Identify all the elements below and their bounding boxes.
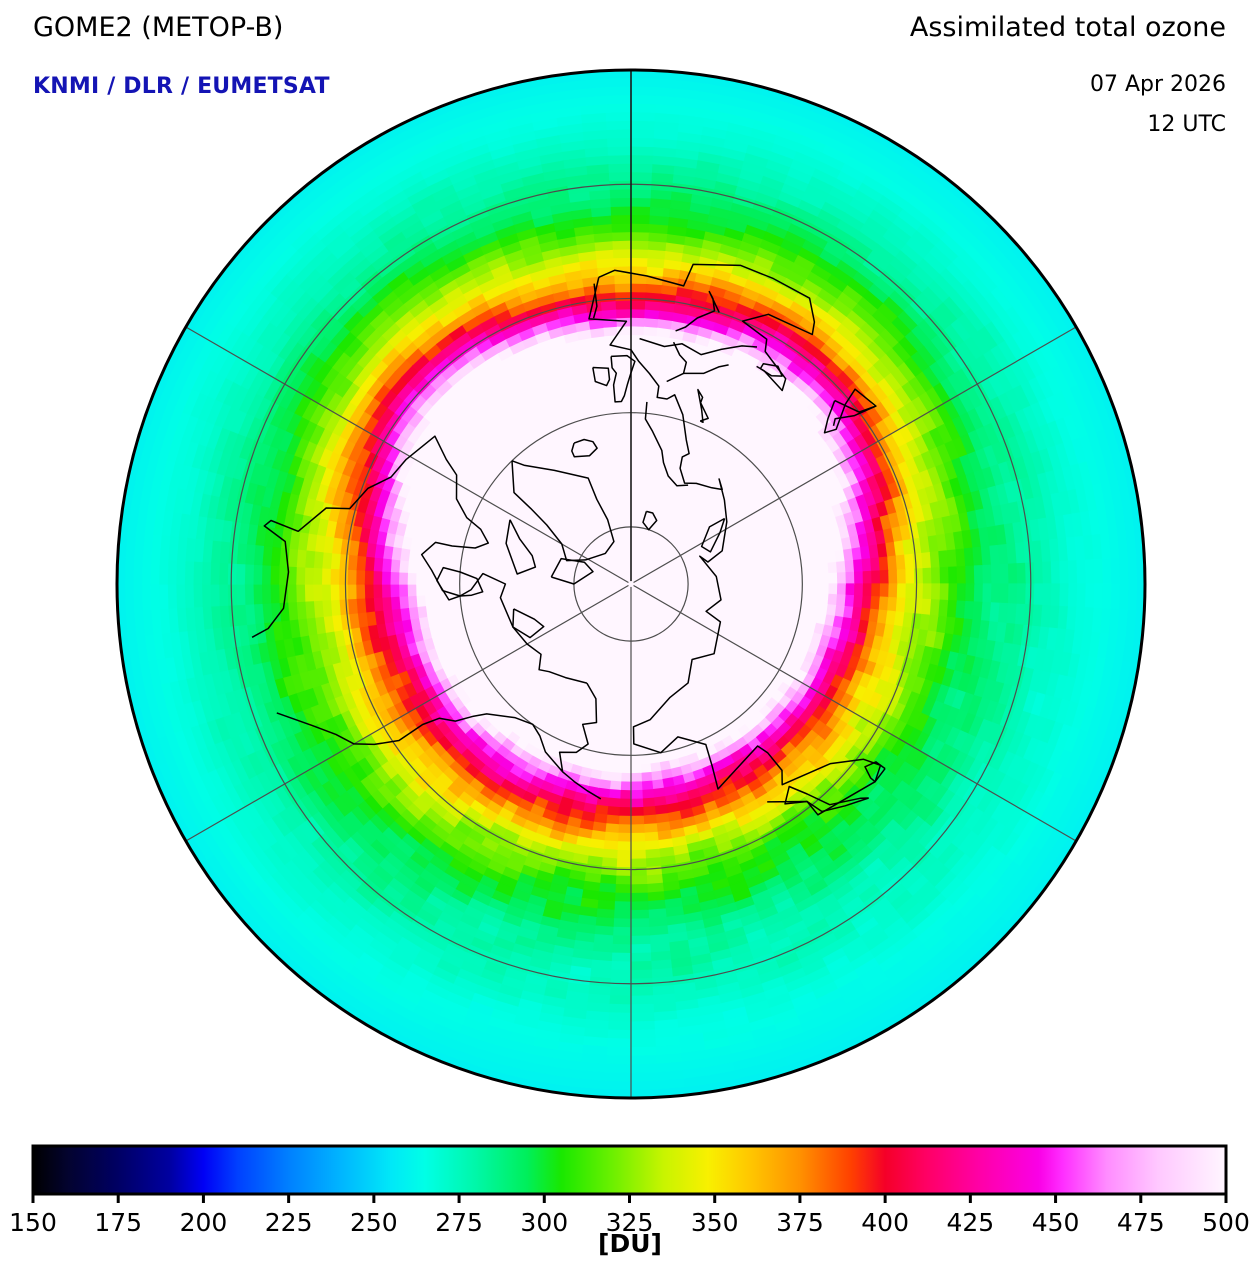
colorbar-tick-label: 225 <box>265 1208 313 1236</box>
coastline-segment <box>550 557 594 585</box>
colorbar-tick-label: 250 <box>350 1208 398 1236</box>
coastline-segment <box>700 517 726 553</box>
product-title: Assimilated total ozone <box>909 12 1226 43</box>
colorbar: 150 175 200 225 250 275 300 325 350 375 400 425 450 4… <box>0 1136 1260 1272</box>
colorbar-tick-label: 275 <box>435 1208 483 1236</box>
graticule-meridian <box>630 583 1077 842</box>
graticule-meridian <box>185 583 632 842</box>
coastline-segment <box>512 608 545 639</box>
colorbar-tick-label: 500 <box>1202 1208 1250 1236</box>
colorbar-gradient <box>31 1144 1228 1196</box>
instrument-title: GOME2 (METOP-B) <box>33 12 284 43</box>
coastline-segment <box>639 337 758 356</box>
colorbar-tick-label: 325 <box>606 1208 654 1236</box>
coastline-segment <box>823 388 877 434</box>
coastline-segment <box>588 277 882 816</box>
graticule <box>185 70 1077 1098</box>
graticule-meridian <box>630 326 1077 585</box>
coastline-segment <box>697 388 709 424</box>
ozone-field <box>117 70 1145 1098</box>
observation-date: 07 Apr 2026 <box>1089 72 1226 97</box>
coastline-segment <box>644 401 689 487</box>
coastline-segment <box>592 366 611 387</box>
coastline-segment <box>598 263 816 392</box>
map-limb <box>115 68 1147 1100</box>
colorbar-tick-label: 375 <box>776 1208 824 1236</box>
coastline-segment <box>592 283 598 319</box>
colorbar-tick-label: 300 <box>520 1208 568 1236</box>
colorbar-tick-label: 350 <box>691 1208 739 1236</box>
coastline-segment <box>666 341 688 383</box>
colorbar-tick-label: 425 <box>946 1208 994 1236</box>
north-pole-marker <box>628 581 634 587</box>
polar-ozone-map <box>115 68 1147 1100</box>
coastline-segment <box>759 362 783 377</box>
graticule-meridian <box>185 326 632 585</box>
colorbar-tick-label: 475 <box>1117 1208 1165 1236</box>
colorbar-tick-label: 175 <box>94 1208 142 1236</box>
colorbar-canvas: 150 175 200 225 250 275 300 325 350 375 400 425 450 4… <box>9 1144 1250 1236</box>
coastline-segment <box>562 771 602 800</box>
coastline-segment <box>276 682 598 773</box>
colorbar-tick-label: 400 <box>861 1208 909 1236</box>
coastline-segment <box>675 290 720 332</box>
map-canvas <box>115 68 1147 1100</box>
coastline-segment <box>832 405 877 426</box>
coastline-segment <box>642 510 658 531</box>
colorbar-tick-label: 450 <box>1032 1208 1080 1236</box>
coastline-segment <box>251 435 588 684</box>
colorbar-tick-label: 200 <box>180 1208 228 1236</box>
coastline-segment <box>436 566 484 601</box>
agency-credit: KNMI / DLR / EUMETSAT <box>33 74 330 99</box>
coastline-segment <box>864 761 886 783</box>
colorbar-tick-label: 150 <box>9 1208 57 1236</box>
coastline-segment <box>610 354 636 403</box>
observation-time: 12 UTC <box>1147 112 1226 137</box>
coastline-segment <box>571 438 598 458</box>
coastlines <box>251 263 886 816</box>
coastline-segment <box>505 519 537 575</box>
colorbar-units-label: [DU] <box>598 1229 662 1258</box>
coastline-segment <box>683 364 729 375</box>
coastline-segment <box>784 785 869 813</box>
coastline-segment <box>511 460 615 562</box>
